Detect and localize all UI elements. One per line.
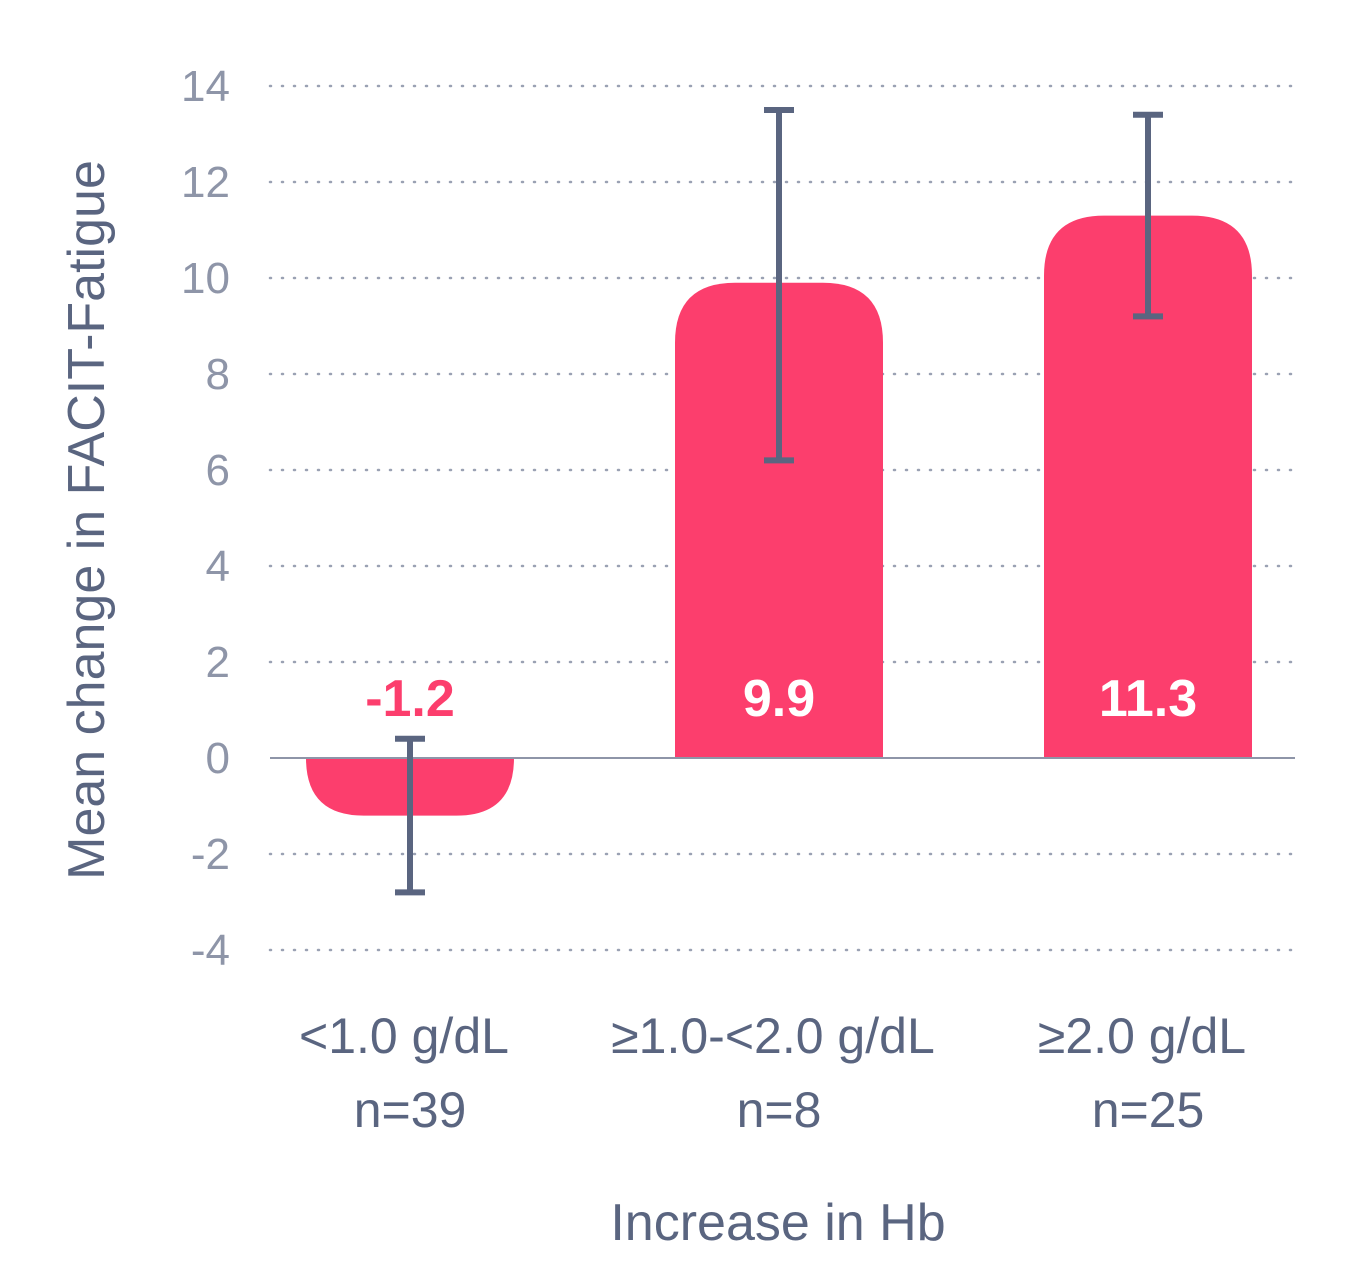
data-label: -1.2 (365, 670, 455, 728)
y-tick-label: 14 (181, 62, 230, 111)
category-label: <1.0 g/dL (299, 1008, 509, 1064)
y-tick-labels: 14 12 10 8 6 4 2 0 -2 -4 (181, 62, 230, 975)
data-label: 11.3 (1099, 670, 1197, 728)
bar (1044, 215, 1252, 759)
error-bars (395, 107, 1163, 896)
error-bar (395, 735, 425, 896)
x-category-labels: <1.0 g/dL n=39 ≥1.0-<2.0 g/dL n=8 ≥2.0 g/dL n… (299, 1008, 1246, 1138)
y-tick-label: 8 (206, 350, 230, 399)
y-tick-label: -4 (191, 926, 230, 975)
data-label: 9.9 (743, 670, 815, 728)
category-label: ≥1.0-<2.0 g/dL (611, 1008, 935, 1064)
category-n-label: n=25 (1092, 1082, 1205, 1138)
y-tick-label: 10 (181, 254, 230, 303)
y-tick-label: 2 (206, 638, 230, 687)
x-axis-title: Increase in Hb (610, 1194, 945, 1252)
category-n-label: n=8 (737, 1082, 822, 1138)
category-n-label: n=39 (354, 1082, 467, 1138)
bar (675, 282, 883, 758)
data-labels: -1.2 9.9 11.3 (365, 670, 1197, 728)
y-tick-label: 0 (206, 734, 230, 783)
y-tick-label: 6 (206, 446, 230, 495)
y-tick-label: 12 (181, 158, 230, 207)
bars (306, 215, 1252, 816)
y-tick-label: -2 (191, 830, 230, 879)
y-tick-label: 4 (206, 542, 230, 591)
error-bar (764, 107, 794, 464)
y-axis-title: Mean change in FACIT-Fatigue (58, 160, 116, 880)
error-bar (1133, 111, 1163, 320)
category-label: ≥2.0 g/dL (1038, 1008, 1246, 1064)
